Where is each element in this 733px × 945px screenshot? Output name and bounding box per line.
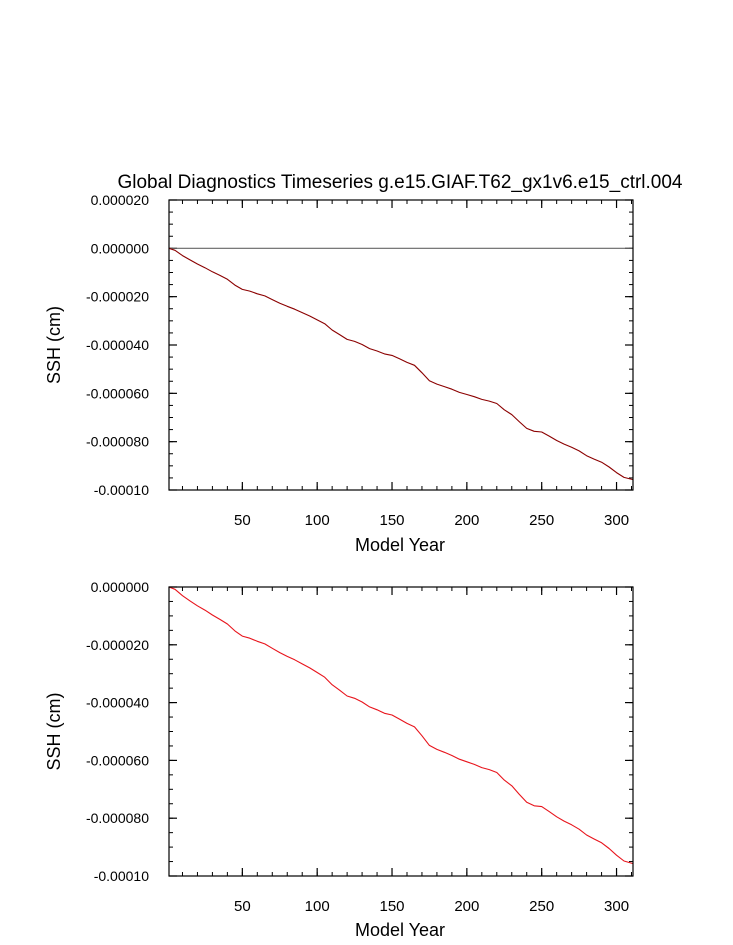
y-tick-label: 0.000020 [91, 192, 150, 208]
y-tick-label: -0.000040 [86, 695, 149, 711]
x-axis-label: Model Year [355, 535, 445, 555]
y-tick-label: -0.000040 [86, 337, 149, 353]
x-tick-label: 100 [305, 512, 330, 529]
x-tick-label: 200 [454, 898, 479, 915]
ssh-series-line [168, 247, 634, 481]
x-tick-label: 150 [380, 898, 405, 915]
x-tick-label: 50 [234, 898, 251, 915]
ssh-series-line [168, 586, 634, 865]
chart-title: Global Diagnostics Timeseries g.e15.GIAF… [117, 172, 682, 193]
y-tick-label: -0.00010 [94, 868, 149, 884]
x-tick-label: 100 [305, 898, 330, 915]
plot-frame [168, 586, 634, 877]
x-tick-label: 200 [454, 512, 479, 529]
y-tick-label: -0.000080 [86, 434, 149, 450]
top-panel: 50 100 150 200 250 300 0.000020 0.000000 -0.0000… [44, 192, 634, 555]
y-tick-label: -0.00010 [94, 482, 149, 498]
bottom-panel: 50 100 150 200 250 300 0.000000 -0.000020 -0.000… [44, 579, 634, 940]
y-tick-label: -0.000020 [86, 637, 149, 653]
y-axis-label: SSH (cm) [44, 693, 64, 771]
x-tick-label: 300 [604, 898, 629, 915]
plot-frame [168, 199, 634, 491]
y-tick-label: -0.000020 [86, 289, 149, 305]
x-tick-label: 300 [604, 512, 629, 529]
y-tick-label: -0.000060 [86, 752, 149, 768]
x-tick-label: 250 [529, 512, 554, 529]
x-tick-label: 150 [380, 512, 405, 529]
y-axis-label: SSH (cm) [44, 306, 64, 384]
y-tick-label: 0.000000 [91, 240, 150, 256]
x-axis-label: Model Year [355, 920, 445, 940]
x-tick-label: 50 [234, 512, 251, 529]
y-tick-label: 0.000000 [91, 579, 150, 595]
x-tick-label: 250 [529, 898, 554, 915]
y-tick-label: -0.000080 [86, 810, 149, 826]
y-tick-label: -0.000060 [86, 385, 149, 401]
